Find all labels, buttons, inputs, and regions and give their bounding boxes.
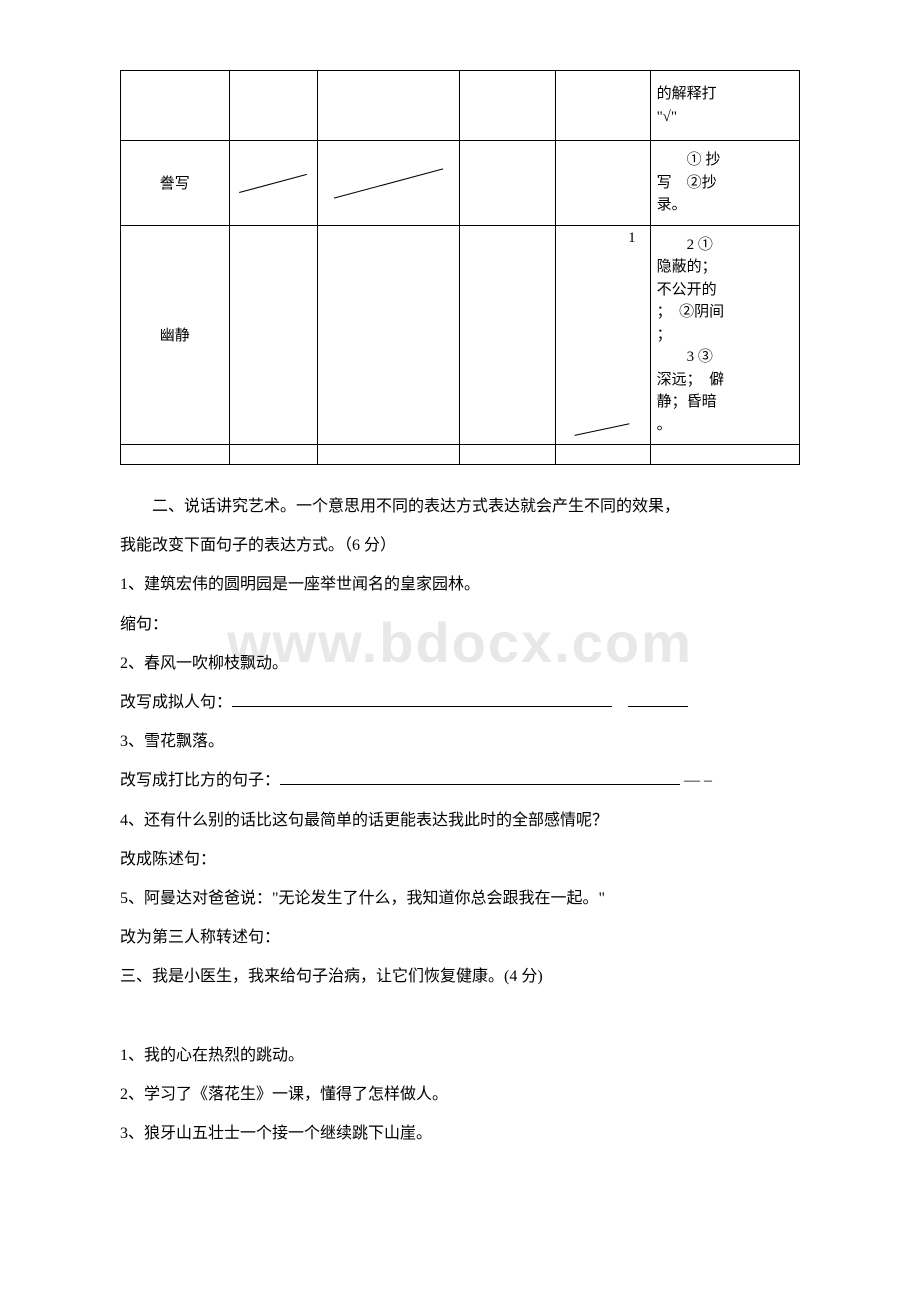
cell-blank xyxy=(460,225,555,445)
exercise-content: 二、说话讲究艺术。一个意思用不同的表达方式表达就会产生不同的效果， 我能改变下面… xyxy=(120,489,800,1151)
def-text: 静；昏暗 xyxy=(657,391,793,414)
answer-label: 改写成拟人句： xyxy=(120,694,232,711)
answer-label: 改成陈述句： xyxy=(120,842,800,877)
cell-diagonal xyxy=(229,141,317,226)
cell-diagonal xyxy=(317,141,460,226)
cell-word: 幽静 xyxy=(121,225,230,445)
section-intro: 我能改变下面句子的表达方式。（6 分） xyxy=(120,528,800,563)
question-text: 2、学习了《落花生》一课，懂得了怎样做人。 xyxy=(120,1077,800,1112)
blank-line xyxy=(232,691,612,707)
def-text: 2 ① xyxy=(657,234,793,257)
def-text: ； xyxy=(657,324,793,347)
cell-blank xyxy=(121,71,230,141)
answer-label: 改写成打比方的句子： xyxy=(120,772,280,789)
table-row: 幽静 1 2 ① 隐蔽的； 不公开的 ； ②阴间 ； 3 ③ 深远； 僻 静；昏… xyxy=(121,225,800,445)
cell-blank xyxy=(229,445,317,465)
cell-word: 誊写 xyxy=(121,141,230,226)
cell-blank xyxy=(650,445,799,465)
cell-blank xyxy=(460,71,555,141)
def-text: 不公开的 xyxy=(657,279,793,302)
question-text: 2、春风一吹柳枝飘动。 xyxy=(120,646,800,681)
table-row xyxy=(121,445,800,465)
question-text: 1、建筑宏伟的圆明园是一座举世闻名的皇家园林。 xyxy=(120,567,800,602)
answer-label: 改为第三人称转述句： xyxy=(120,920,800,955)
def-text: 。 xyxy=(657,414,793,437)
table-row: 的解释打 "√" xyxy=(121,71,800,141)
cell-diagonal-num: 1 xyxy=(555,225,650,445)
def-text: "√" xyxy=(657,106,793,129)
cell-blank xyxy=(460,445,555,465)
def-text: ； ②阴间 xyxy=(657,301,793,324)
def-text: 的解释打 xyxy=(657,83,793,106)
def-text: 深远； 僻 xyxy=(657,369,793,392)
question-text: 5、阿曼达对爸爸说："无论发生了什么，我知道你总会跟我在一起。" xyxy=(120,881,800,916)
def-text: 写 ②抄 xyxy=(657,172,793,195)
cell-blank xyxy=(317,445,460,465)
cell-blank xyxy=(229,71,317,141)
cell-blank xyxy=(229,225,317,445)
def-text: 录。 xyxy=(657,194,793,217)
def-text: 隐蔽的； xyxy=(657,256,793,279)
answer-label: 缩句： xyxy=(120,607,800,642)
answer-line: 改写成拟人句： xyxy=(120,685,800,720)
table-row: 誊写 ① 抄 写 ②抄 录。 xyxy=(121,141,800,226)
cell-definition: 2 ① 隐蔽的； 不公开的 ； ②阴间 ； 3 ③ 深远； 僻 静；昏暗 。 xyxy=(650,225,799,445)
cell-blank xyxy=(555,141,650,226)
question-text: 3、狼牙山五壮士一个接一个继续跳下山崖。 xyxy=(120,1116,800,1151)
answer-line: 改写成打比方的句子： — – xyxy=(120,763,800,798)
cell-number: 1 xyxy=(628,230,636,247)
cell-blank xyxy=(555,445,650,465)
blank-line xyxy=(628,691,688,707)
section-intro: 二、说话讲究艺术。一个意思用不同的表达方式表达就会产生不同的效果， xyxy=(120,489,800,524)
section-intro: 三、我是小医生，我来给句子治病，让它们恢复健康。(4 分) xyxy=(120,959,800,994)
question-text: 3、雪花飘落。 xyxy=(120,724,800,759)
question-text: 4、还有什么别的话比这句最简单的话更能表达我此时的全部感情呢？ xyxy=(120,803,800,838)
cell-blank xyxy=(555,71,650,141)
cell-definition: ① 抄 写 ②抄 录。 xyxy=(650,141,799,226)
question-text: 1、我的心在热烈的跳动。 xyxy=(120,1038,800,1073)
cell-blank xyxy=(121,445,230,465)
dictionary-table: 的解释打 "√" 誊写 ① 抄 写 ②抄 录。 幽静 1 2 ① xyxy=(120,70,800,465)
cell-blank xyxy=(317,71,460,141)
cell-blank xyxy=(460,141,555,226)
cell-definition: 的解释打 "√" xyxy=(650,71,799,141)
def-text: ① 抄 xyxy=(657,149,793,172)
blank-line xyxy=(280,769,680,785)
def-text: 3 ③ xyxy=(657,346,793,369)
cell-blank xyxy=(317,225,460,445)
